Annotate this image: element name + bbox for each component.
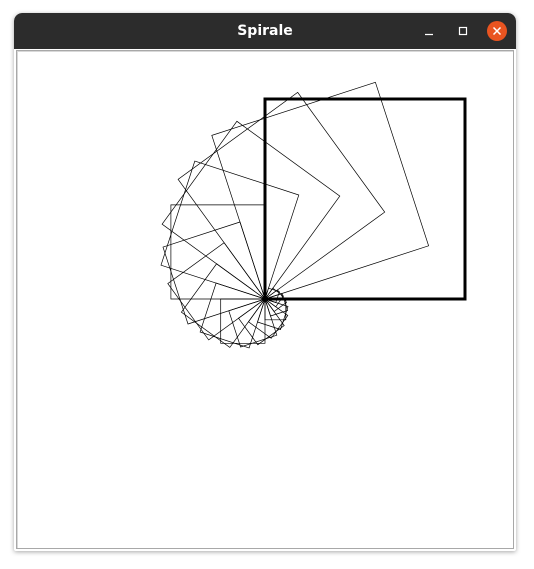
close-button[interactable]	[487, 21, 507, 41]
title-bar[interactable]: Spirale	[14, 13, 516, 49]
spiral-square	[199, 282, 266, 349]
spiral-square	[211, 81, 430, 300]
spiral-square	[180, 263, 266, 348]
spiral-square	[161, 120, 341, 300]
spiral-square	[167, 242, 266, 341]
maximize-icon	[458, 26, 468, 36]
app-window: Spirale	[14, 13, 516, 551]
spiral-square	[160, 160, 300, 300]
spiral-square	[220, 298, 266, 344]
spiral-square	[170, 204, 266, 300]
spiral-square	[238, 298, 285, 346]
spiral-canvas	[160, 81, 467, 349]
spiral-square	[177, 91, 386, 300]
drawing-area	[16, 50, 514, 549]
window-title: Spirale	[237, 23, 293, 39]
spiral-square	[228, 298, 278, 348]
maximize-button[interactable]	[453, 21, 473, 41]
spiral-square	[162, 221, 266, 325]
minimize-button[interactable]	[419, 21, 439, 41]
minimize-icon	[425, 33, 433, 36]
close-icon	[492, 26, 502, 36]
spiral-square-highlighted	[263, 97, 467, 301]
